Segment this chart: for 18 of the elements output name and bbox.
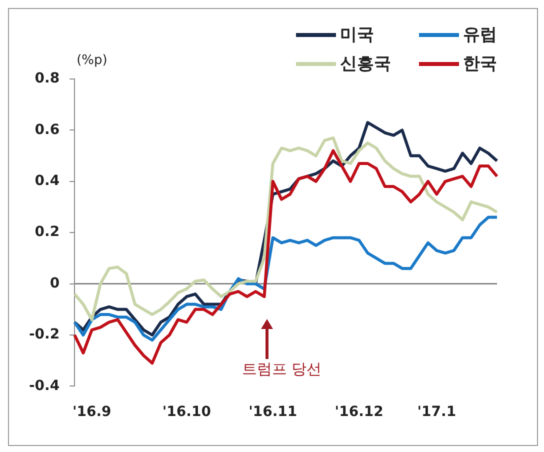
x-tick-label: '16.10: [162, 404, 212, 420]
legend-label: 한국: [463, 53, 497, 75]
annotation: 트럼프 당선: [242, 360, 322, 378]
y-tick-label: 0: [50, 275, 60, 292]
legend-label: 유럽: [463, 24, 497, 46]
legend-label: 미국: [340, 24, 374, 46]
y-tick-label: 0.6: [34, 122, 60, 138]
y-tick-label: 0.2: [34, 224, 60, 240]
x-tick-label: '16.11: [248, 404, 298, 420]
y-tick-label: 0.8: [34, 70, 60, 87]
x-tick-label: '16.12: [334, 404, 384, 420]
y-tick-label: -0.4: [28, 378, 60, 394]
y-tick-label: -0.2: [28, 326, 60, 343]
x-tick-label: '17.1: [417, 404, 456, 420]
y-axis-title: (%p): [76, 52, 108, 68]
x-tick-label: '16.9: [72, 404, 112, 420]
y-tick-label: 0.4: [34, 173, 60, 190]
legend-label: 신흥국: [340, 53, 391, 75]
